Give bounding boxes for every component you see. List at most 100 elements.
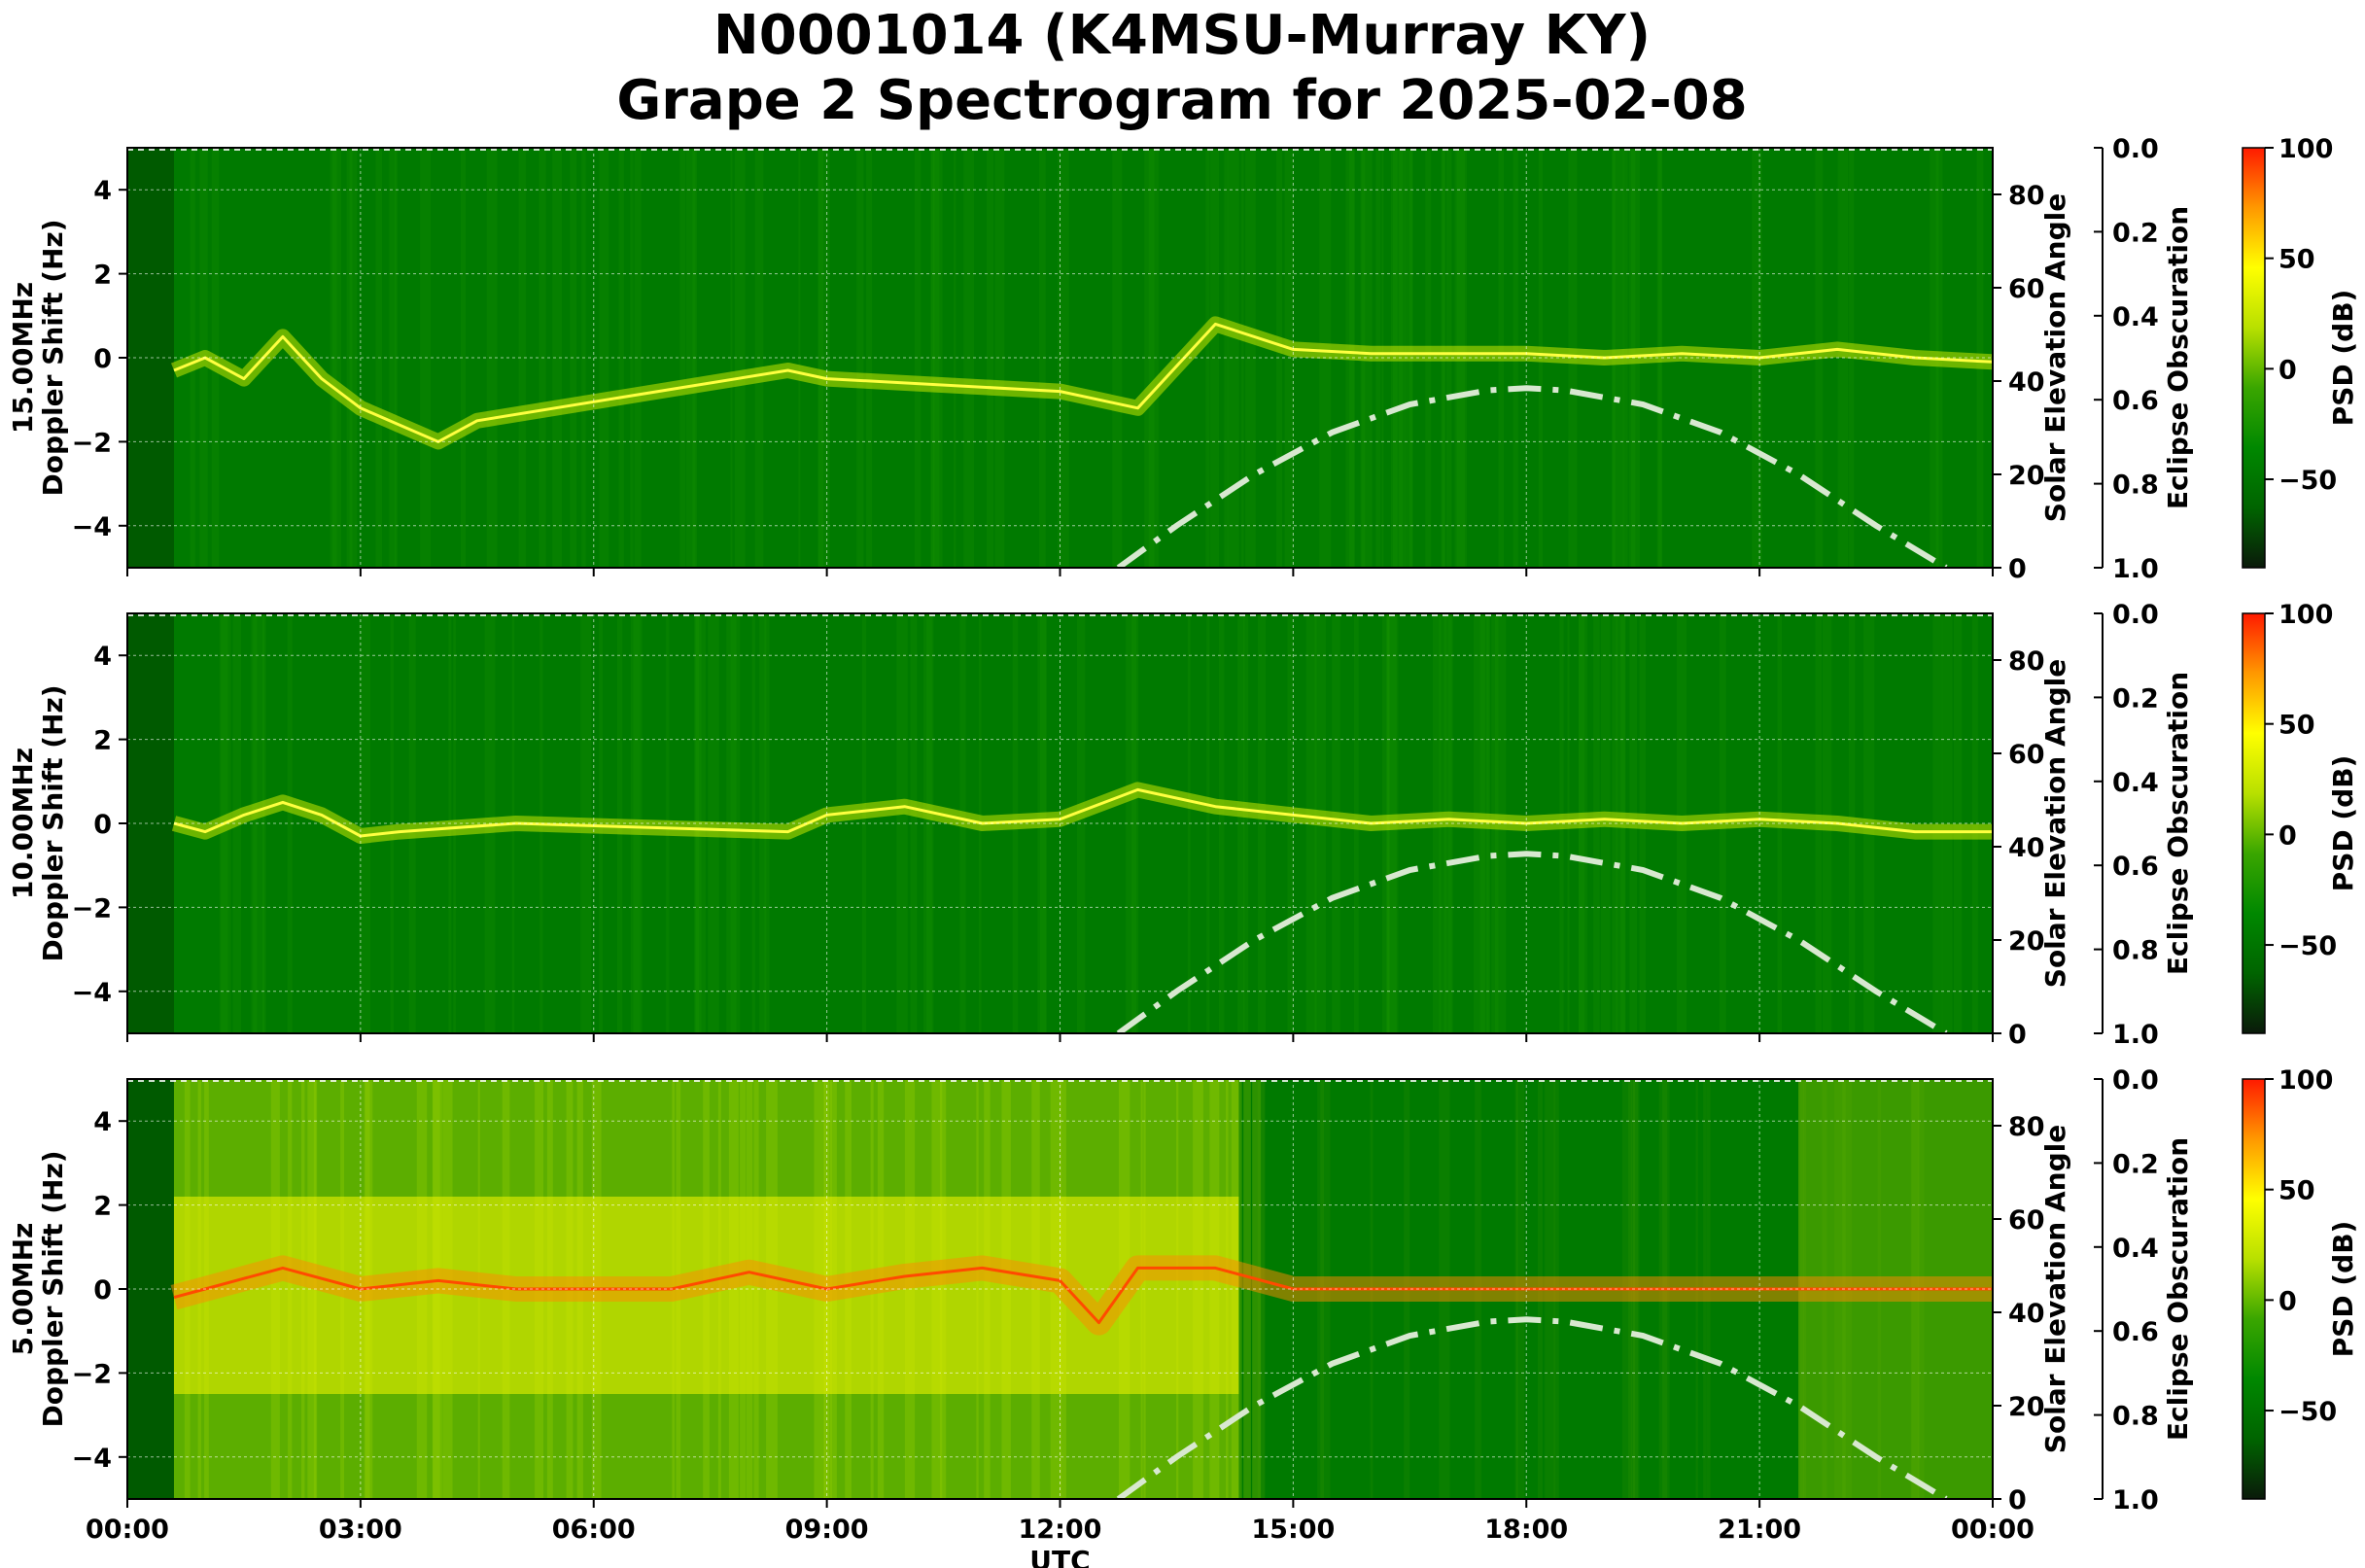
noise-streak (1148, 148, 1160, 568)
colorbar-tick-label: 50 (2278, 1176, 2315, 1206)
y2tick-label: 40 (2008, 367, 2045, 398)
colorbar-label: PSD (dB) (2327, 1221, 2359, 1358)
y2tick-label: 60 (2008, 1205, 2045, 1236)
noise-streak (330, 148, 341, 568)
noise-streak (1243, 613, 1249, 1033)
y3tick-label: 0.0 (2112, 134, 2159, 164)
colorbar-tick-label: 100 (2278, 1065, 2333, 1096)
solar-elevation-curve (1116, 851, 1948, 1033)
noise-streak (914, 148, 922, 568)
xlabel-utc: UTC (1029, 1545, 1090, 1568)
ytick-label: 2 (93, 1192, 112, 1222)
colorbar-tick-label: 0 (2278, 820, 2297, 851)
noise-streak (730, 148, 733, 568)
y3tick-label: 1.0 (2112, 1485, 2159, 1516)
y2tick-label: 0 (2008, 1485, 2027, 1516)
noise-streak (460, 148, 467, 568)
noise-streak (599, 148, 609, 568)
noise-streak (251, 613, 258, 1033)
y2tick-label: 40 (2008, 1299, 2045, 1329)
y2tick-label: 0 (2008, 1020, 2027, 1050)
colorbar-tick-label: 100 (2278, 134, 2333, 164)
ytick-label: −4 (72, 978, 112, 1008)
y3tick-label: 0.6 (2112, 852, 2159, 882)
y2tick-label: 0 (2008, 554, 2027, 584)
y3label-eclipse: Eclipse Obscuration (2162, 1137, 2194, 1441)
noise-streak (1953, 613, 1963, 1033)
noise-streak (933, 148, 940, 568)
noise-streak (552, 148, 563, 568)
xtick-label: 06:00 (552, 1515, 636, 1545)
colorbar-label: PSD (dB) (2327, 290, 2359, 427)
y2tick-label: 40 (2008, 833, 2045, 863)
ytick-label: −2 (72, 1359, 112, 1389)
noise-streak (634, 148, 642, 568)
solar-elevation-curve (1116, 385, 1948, 568)
ylabel-doppler: Doppler Shift (Hz) (37, 219, 69, 496)
colorbar-tick-label: 50 (2278, 245, 2315, 275)
y3tick-label: 0.8 (2112, 936, 2159, 966)
ytick-label: 4 (93, 176, 112, 206)
y2tick-label: 80 (2008, 646, 2045, 677)
xtick-label: 18:00 (1484, 1515, 1568, 1545)
y3tick-label: 0.0 (2112, 600, 2159, 630)
y3tick-label: 0.2 (2112, 1149, 2159, 1179)
xtick-label: 09:00 (785, 1515, 869, 1545)
noise-streak (1218, 613, 1225, 1033)
noise-streak (1131, 613, 1139, 1033)
ytick-label: 4 (93, 1107, 112, 1137)
noise-streak (896, 613, 908, 1033)
noise-streak (1228, 148, 1239, 568)
ytick-label: −4 (72, 1444, 112, 1474)
y3tick-label: 0.6 (2112, 386, 2159, 416)
noise-streak (926, 613, 932, 1033)
xtick-label: 21:00 (1718, 1515, 1801, 1545)
ytick-label: −2 (72, 893, 112, 923)
y2label-solar-elevation: Solar Elevation Angle (2039, 1125, 2071, 1453)
ylabel-doppler: Doppler Shift (Hz) (37, 1150, 69, 1427)
ytick-label: −4 (72, 512, 112, 542)
y2tick-label: 20 (2008, 1392, 2045, 1422)
y3tick-label: 0.8 (2112, 470, 2159, 501)
colorbar (2242, 147, 2266, 569)
figure-title-line1: N0001014 (K4MSU-Murray KY) (713, 4, 1651, 67)
ytick-label: 4 (93, 642, 112, 672)
colorbar-tick-label: 100 (2278, 600, 2333, 630)
xtick-label: 00:00 (1951, 1515, 2035, 1545)
noise-streak (856, 148, 864, 568)
noise-streak (1245, 148, 1256, 568)
noise-streak (1112, 148, 1123, 568)
noise-streak (1971, 613, 1978, 1033)
y3tick-label: 0.0 (2112, 1065, 2159, 1096)
noise-streak (287, 613, 293, 1033)
noise-streak (954, 148, 956, 568)
y3tick-label: 0.4 (2112, 302, 2159, 332)
y2tick-label: 60 (2008, 740, 2045, 770)
noise-streak (817, 148, 824, 568)
noise-streak (618, 148, 624, 568)
colorbar-tick-label: −50 (2278, 466, 2337, 496)
spectrogram-layer (127, 613, 1993, 1033)
ytick-label: 2 (93, 726, 112, 756)
noise-streak (1038, 148, 1046, 568)
doppler-trace-line (173, 322, 1993, 443)
colorbar (2242, 1078, 2266, 1500)
colorbar-label: PSD (dB) (2327, 755, 2359, 892)
noise-streak (910, 613, 918, 1033)
spectrogram-layer (127, 1079, 1993, 1499)
ytick-label: 0 (93, 344, 112, 374)
noise-streak (1076, 613, 1086, 1033)
y2tick-label: 80 (2008, 181, 2045, 211)
colorbar-tick-label: 0 (2278, 1286, 2297, 1316)
noise-streak (486, 148, 498, 568)
noise-streak (685, 148, 696, 568)
colorbar-tick-label: −50 (2278, 1397, 2337, 1427)
ytick-label: 0 (93, 1275, 112, 1306)
ylabel-frequency: 5.00MHz (7, 1223, 39, 1356)
y2label-solar-elevation: Solar Elevation Angle (2039, 193, 2071, 522)
y2tick-label: 60 (2008, 274, 2045, 304)
ytick-label: 0 (93, 810, 112, 840)
